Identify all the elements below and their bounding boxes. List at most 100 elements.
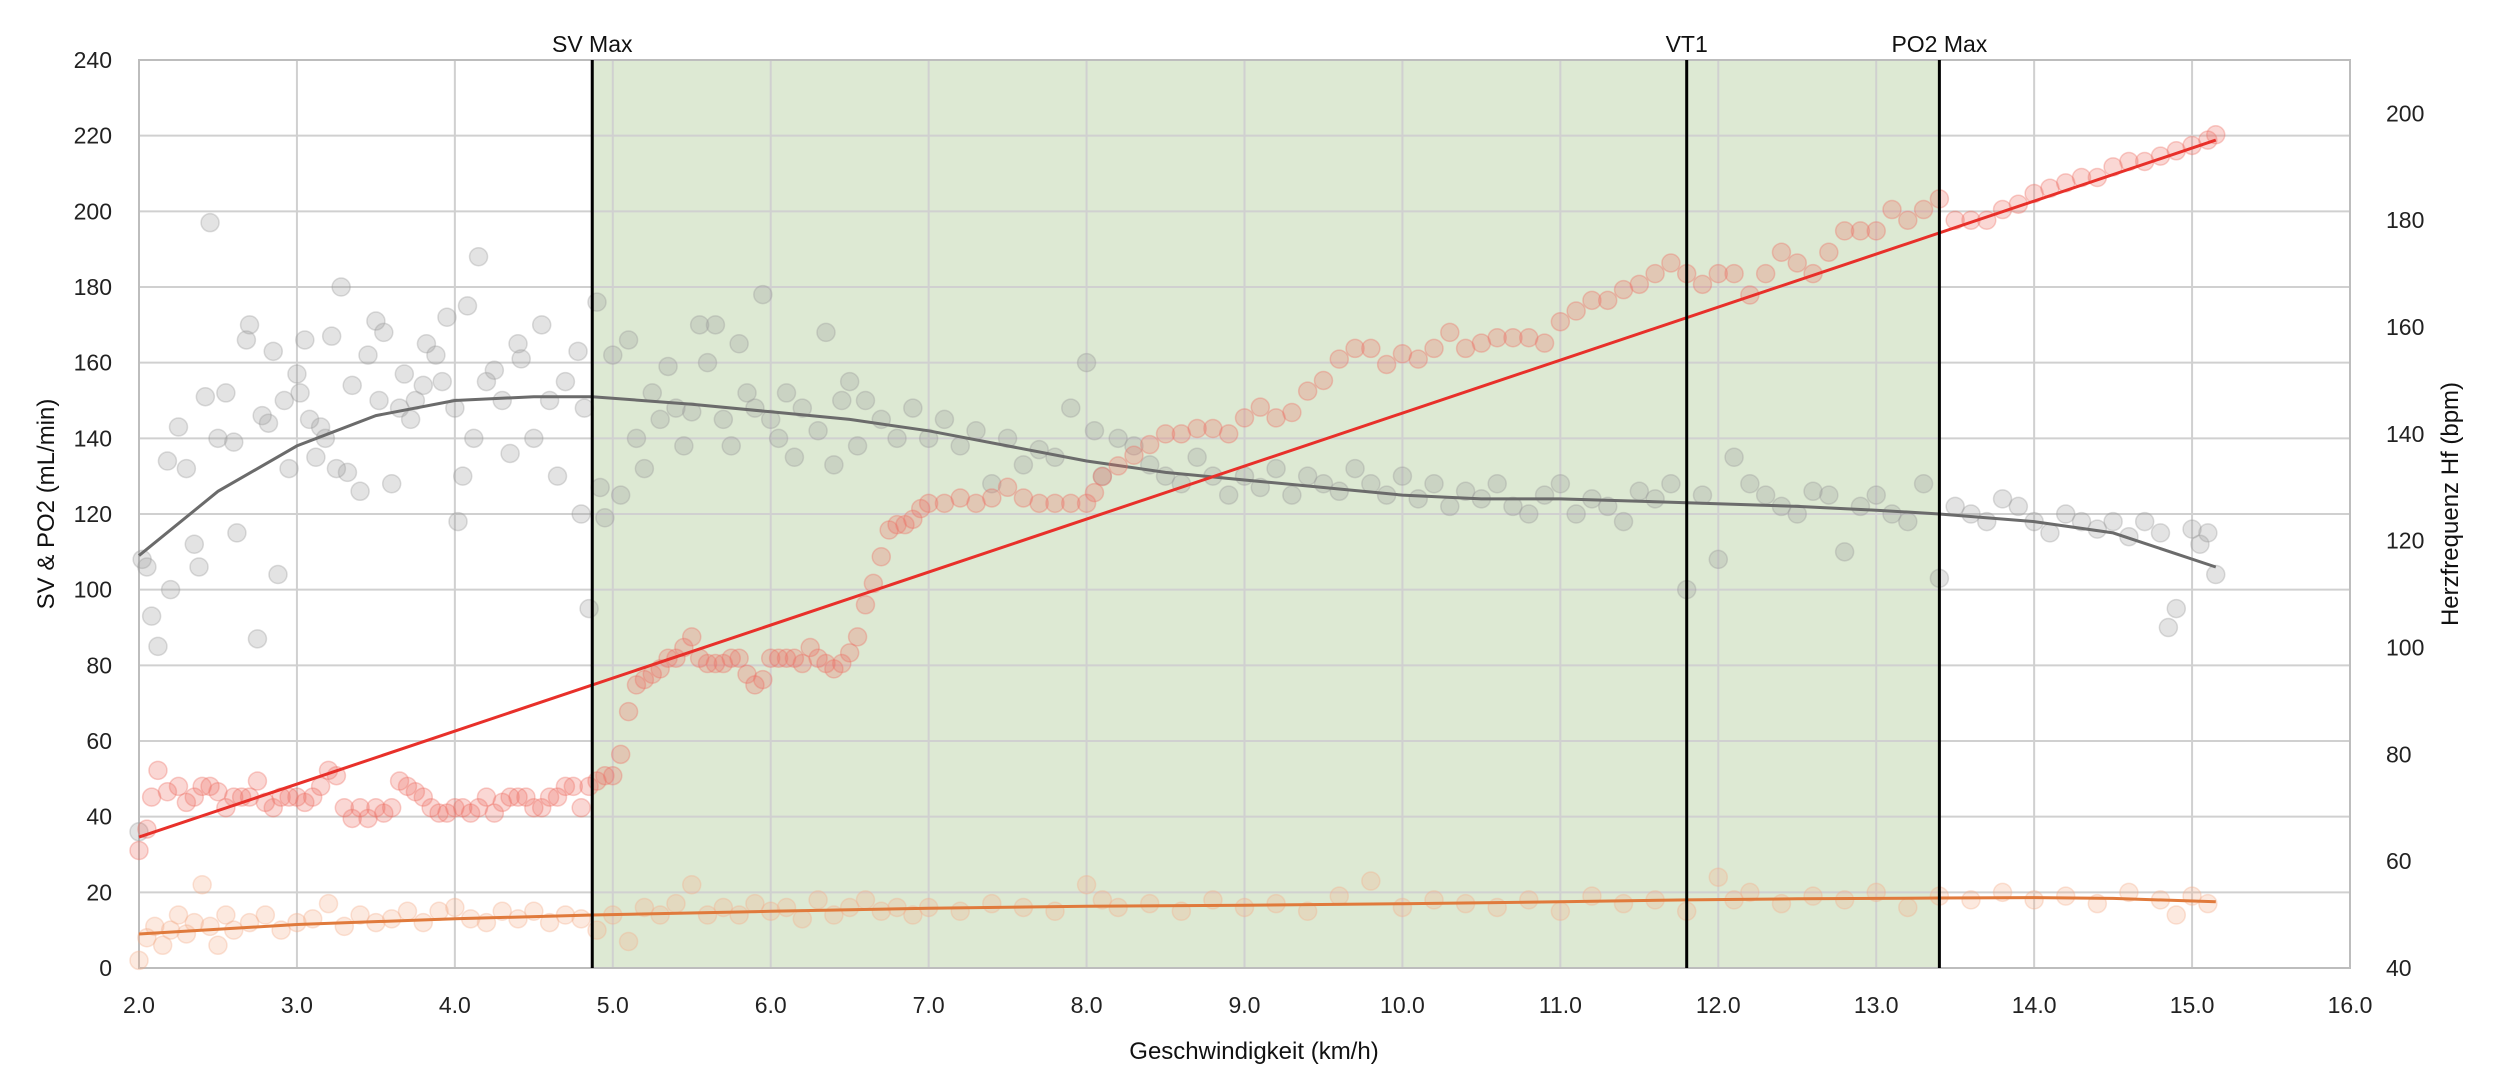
data-point xyxy=(1755,263,1776,284)
data-point xyxy=(2134,511,2155,532)
data-point xyxy=(1234,408,1255,428)
data-point xyxy=(839,371,860,392)
data-point xyxy=(1361,871,1381,891)
data-point xyxy=(1913,199,1934,220)
y2-tick-label: 180 xyxy=(2386,207,2424,233)
data-point xyxy=(737,383,757,403)
data-point xyxy=(1076,493,1097,514)
data-point xyxy=(350,905,370,925)
data-point xyxy=(1061,398,1081,418)
data-point xyxy=(571,909,591,929)
y-tick-label: 60 xyxy=(86,728,112,754)
y-tick-label: 140 xyxy=(74,425,112,451)
x-tick-label: 6.0 xyxy=(755,992,787,1018)
data-point xyxy=(547,787,568,807)
data-point xyxy=(400,409,421,430)
data-point xyxy=(587,292,607,312)
data-point xyxy=(610,744,631,765)
data-point xyxy=(358,345,378,365)
data-point xyxy=(508,909,528,929)
data-point xyxy=(1440,322,1460,343)
data-point xyxy=(555,371,576,392)
data-point xyxy=(192,776,212,797)
data-point xyxy=(381,798,402,818)
data-point xyxy=(1566,301,1586,321)
data-point xyxy=(252,405,272,426)
data-point xyxy=(445,798,465,818)
data-point xyxy=(1661,473,1681,494)
data-point xyxy=(1084,421,1105,441)
data-point xyxy=(184,787,205,807)
data-point xyxy=(457,296,478,316)
data-point xyxy=(216,383,236,403)
data-point xyxy=(997,477,1018,498)
data-point xyxy=(1061,493,1081,514)
y-tick-label: 20 xyxy=(86,879,112,905)
data-point xyxy=(145,916,165,937)
data-point xyxy=(682,875,702,895)
data-point xyxy=(492,901,512,921)
data-point xyxy=(331,277,351,297)
data-point xyxy=(590,477,610,498)
x-tick-label: 4.0 xyxy=(439,992,471,1018)
data-point xyxy=(500,443,520,464)
data-point xyxy=(1819,242,1839,263)
data-point xyxy=(721,436,741,456)
data-point xyxy=(1266,408,1286,428)
data-point xyxy=(903,398,923,418)
data-point xyxy=(650,409,670,430)
data-point xyxy=(603,345,623,365)
data-point xyxy=(1424,890,1444,910)
data-point xyxy=(394,364,415,384)
data-point xyxy=(429,803,449,823)
y-tick-label: 80 xyxy=(86,652,112,678)
data-point xyxy=(682,627,702,647)
data-point xyxy=(1961,504,1981,524)
data-point xyxy=(618,931,639,952)
data-point xyxy=(729,648,749,668)
y2-tick-label: 40 xyxy=(2386,955,2412,981)
data-point xyxy=(129,840,149,861)
data-point xyxy=(1392,897,1413,918)
data-point xyxy=(195,386,216,407)
data-point xyxy=(626,428,647,449)
data-point xyxy=(1550,473,1571,494)
data-point xyxy=(1329,349,1350,369)
y2-tick-label: 120 xyxy=(2386,528,2424,554)
data-point xyxy=(705,315,726,335)
data-point xyxy=(887,428,907,449)
data-point xyxy=(618,701,639,722)
data-point xyxy=(358,808,378,829)
data-point xyxy=(910,498,931,519)
y2-tick-label: 140 xyxy=(2386,421,2424,447)
data-point xyxy=(476,371,497,392)
data-point xyxy=(1313,370,1334,391)
data-point xyxy=(1282,402,1302,423)
data-point xyxy=(2055,886,2076,906)
data-point xyxy=(1866,221,1886,241)
data-point xyxy=(1187,447,1207,467)
data-point xyxy=(1471,333,1492,353)
data-point xyxy=(1613,511,1634,532)
data-point xyxy=(574,398,595,418)
y-tick-label: 100 xyxy=(74,577,112,603)
data-point xyxy=(247,771,268,791)
data-point xyxy=(539,787,560,807)
data-point xyxy=(374,803,394,823)
data-point xyxy=(1345,338,1365,359)
data-point xyxy=(2024,890,2044,910)
data-point xyxy=(2008,496,2029,517)
y2-tick-label: 80 xyxy=(2386,741,2412,767)
data-point xyxy=(1977,511,1997,532)
data-point xyxy=(2182,519,2202,539)
data-point xyxy=(321,326,342,346)
data-point xyxy=(484,360,505,380)
data-point xyxy=(334,916,355,937)
data-point xyxy=(603,765,623,786)
data-point xyxy=(808,421,828,441)
data-point xyxy=(745,398,765,418)
data-point xyxy=(302,787,323,807)
data-point xyxy=(524,798,544,818)
data-point xyxy=(1076,875,1097,895)
data-point xyxy=(239,315,260,335)
